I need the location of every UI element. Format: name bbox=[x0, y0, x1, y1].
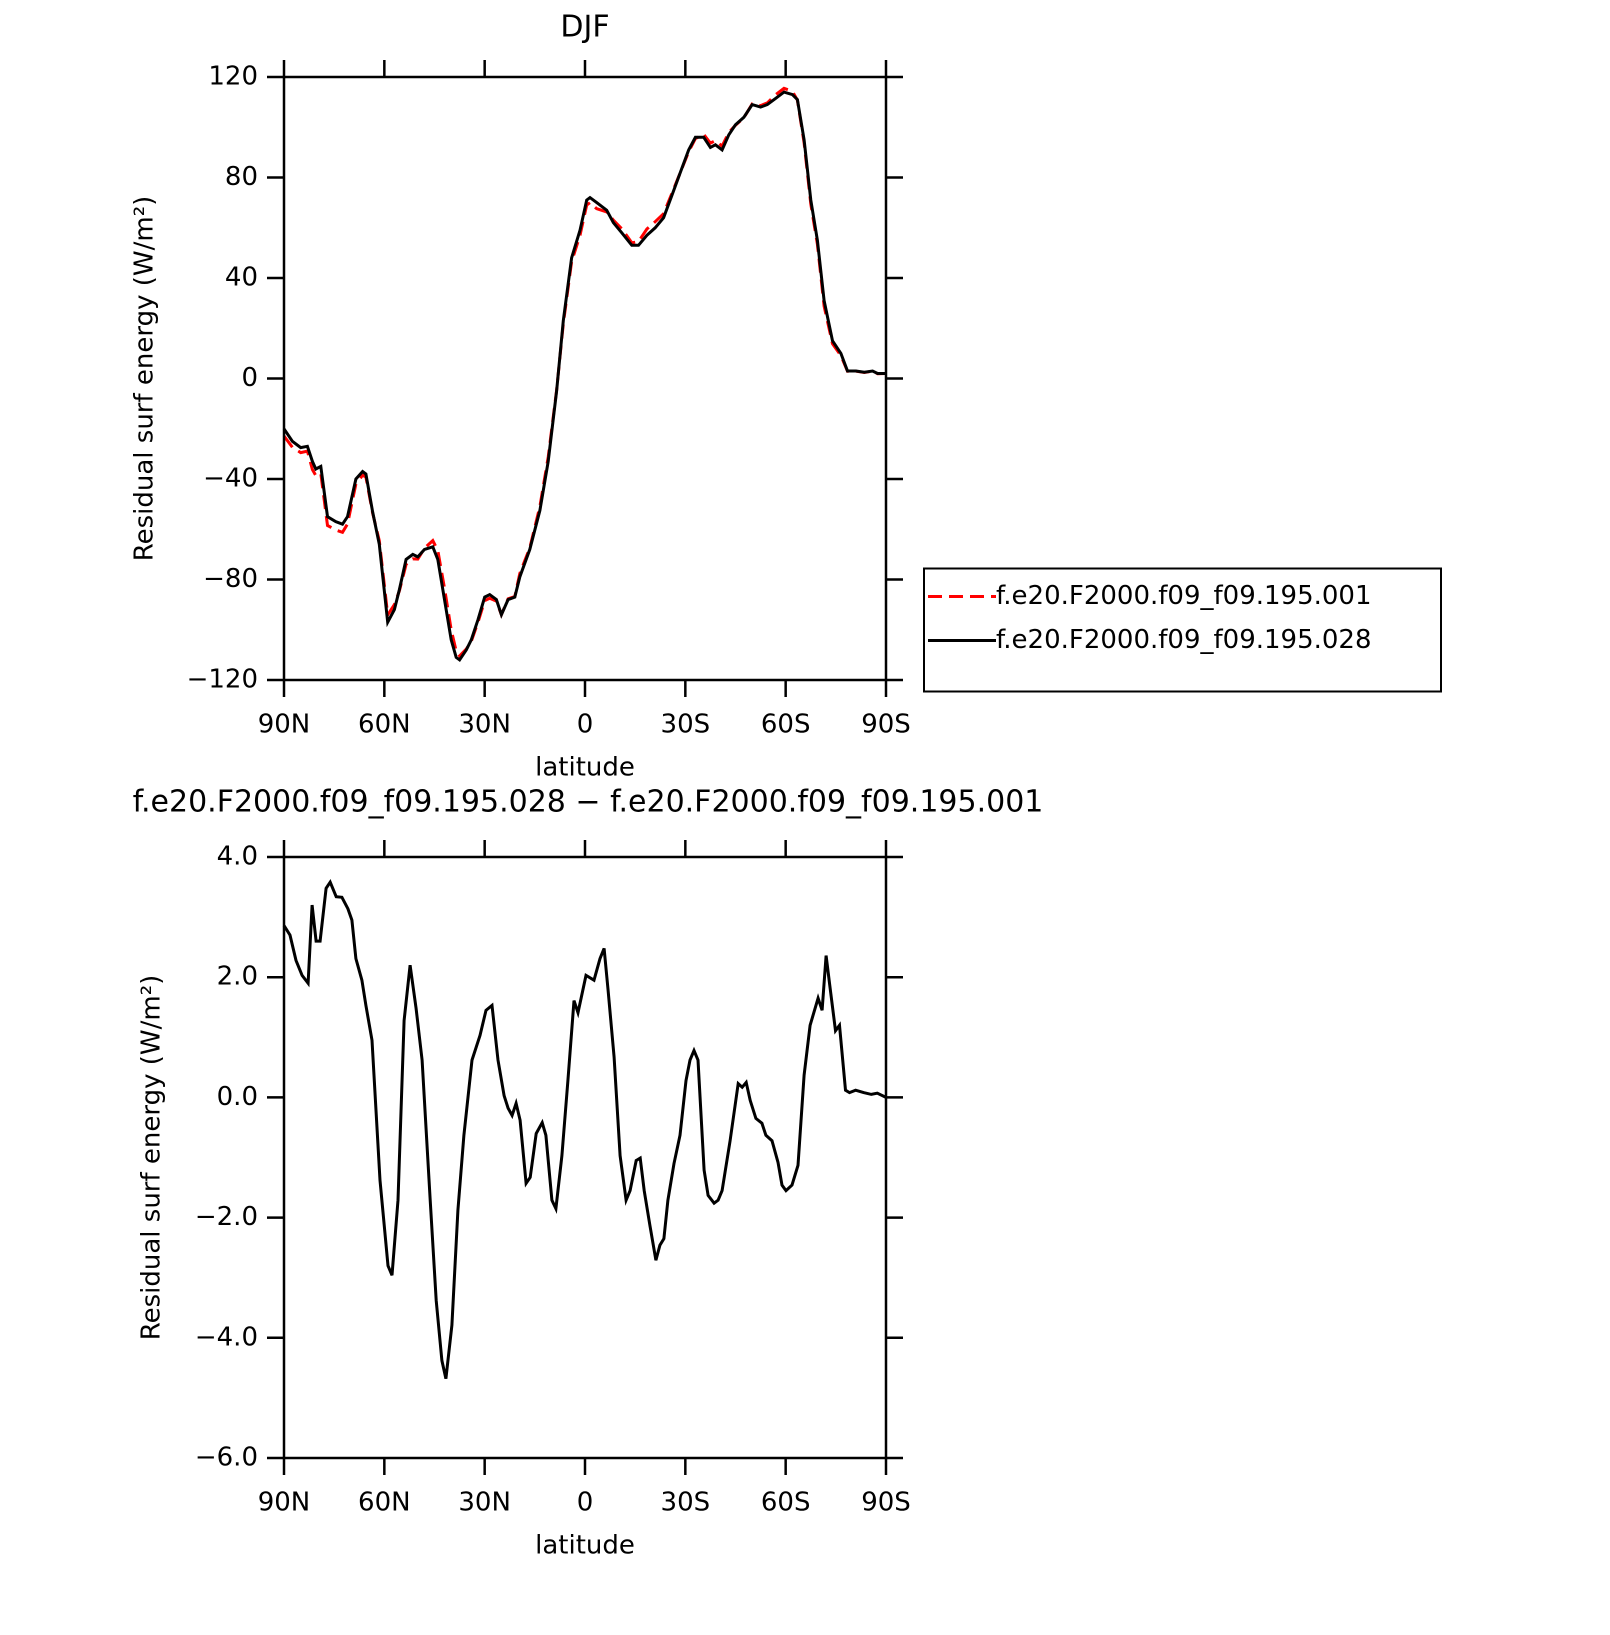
x-tick-label: 90S bbox=[861, 1488, 911, 1518]
y-tick-label: 0 bbox=[241, 363, 258, 393]
y-axis-label: Residual surf energy (W/m²) bbox=[130, 196, 160, 562]
y-tick-label: −6.0 bbox=[195, 1443, 258, 1473]
y-tick-label: −4.0 bbox=[195, 1322, 258, 1352]
y-axis-label: Residual surf energy (W/m²) bbox=[137, 975, 167, 1341]
y-tick-label: 2.0 bbox=[217, 962, 258, 992]
data-line bbox=[282, 86, 887, 659]
data-line bbox=[282, 879, 887, 1380]
chart-title: f.e20.F2000.f09_f09.195.028 − f.e20.F200… bbox=[133, 785, 1044, 820]
x-tick-label: 60N bbox=[358, 1488, 411, 1518]
x-tick-label: 30S bbox=[661, 1488, 711, 1518]
legend-label: f.e20.F2000.f09_f09.195.001 bbox=[996, 581, 1372, 611]
plot-frame bbox=[282, 75, 888, 682]
x-tick-label: 30S bbox=[661, 710, 711, 740]
legend-box bbox=[923, 567, 1442, 693]
x-tick-label: 0 bbox=[577, 710, 594, 740]
x-tick-label: 60S bbox=[761, 710, 811, 740]
x-axis-label: latitude bbox=[535, 753, 635, 783]
x-tick-label: 30N bbox=[458, 710, 511, 740]
y-tick-label: −120 bbox=[187, 665, 258, 695]
y-tick-label: 120 bbox=[208, 62, 258, 92]
y-tick-label: 0.0 bbox=[217, 1082, 258, 1112]
x-tick-label: 60N bbox=[358, 710, 411, 740]
y-tick-label: −40 bbox=[203, 464, 258, 494]
plot-frame bbox=[282, 855, 888, 1460]
legend-label: f.e20.F2000.f09_f09.195.028 bbox=[996, 625, 1372, 655]
x-axis-label: latitude bbox=[535, 1531, 635, 1561]
x-tick-label: 90S bbox=[861, 710, 911, 740]
y-tick-label: −80 bbox=[203, 564, 258, 594]
y-tick-label: 80 bbox=[225, 162, 258, 192]
x-tick-label: 90N bbox=[258, 710, 311, 740]
x-tick-label: 60S bbox=[761, 1488, 811, 1518]
x-tick-label: 30N bbox=[458, 1488, 511, 1518]
x-tick-label: 0 bbox=[577, 1488, 594, 1518]
y-tick-label: −2.0 bbox=[195, 1202, 258, 1232]
data-line bbox=[282, 90, 886, 663]
y-tick-label: 40 bbox=[225, 263, 258, 293]
x-tick-label: 90N bbox=[258, 1488, 311, 1518]
y-tick-label: 4.0 bbox=[217, 842, 258, 872]
chart-title: DJF bbox=[560, 10, 609, 45]
